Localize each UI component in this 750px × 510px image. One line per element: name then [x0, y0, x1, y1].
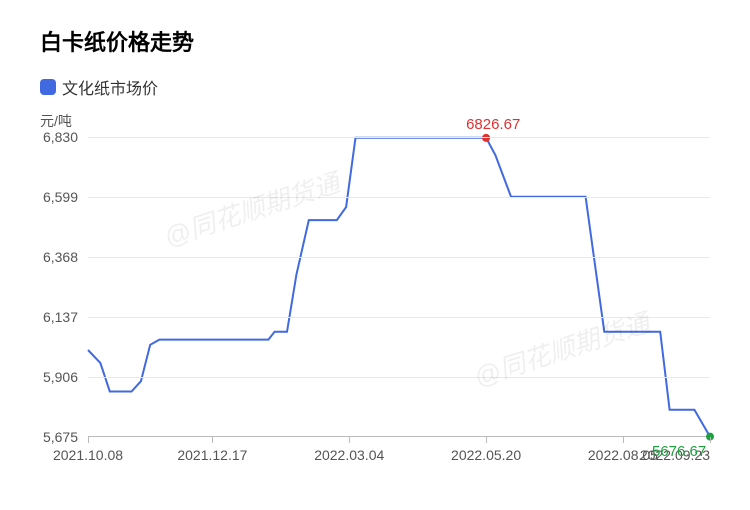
y-tick-label: 5,906 [43, 369, 88, 385]
y-tick-label: 6,137 [43, 309, 88, 325]
x-tick-label: 2022.03.04 [314, 437, 384, 463]
y-axis-unit: 元/吨 [40, 111, 730, 131]
annotation-label: 6826.67 [466, 116, 520, 133]
grid-line [88, 317, 710, 318]
grid-line [88, 137, 710, 138]
x-tick-label: 2021.10.08 [53, 437, 123, 463]
grid-line [88, 377, 710, 378]
grid-line [88, 197, 710, 198]
legend-label: 文化纸市场价 [62, 75, 158, 99]
price-line [88, 138, 710, 437]
legend: 文化纸市场价 [40, 75, 730, 99]
annotation-label: 5676.67 [652, 443, 706, 460]
x-tick-label: 2022.05.20 [451, 437, 521, 463]
chart-title: 白卡纸价格走势 [40, 25, 730, 57]
y-tick-label: 6,368 [43, 249, 88, 265]
x-tick-mark [710, 437, 711, 443]
line-svg [88, 137, 710, 437]
plot-area: 5,6755,9066,1376,3686,5996,8302021.10.08… [88, 137, 710, 437]
y-tick-label: 6,830 [43, 129, 88, 145]
y-tick-label: 6,599 [43, 189, 88, 205]
chart-container: 白卡纸价格走势 文化纸市场价 元/吨 5,6755,9066,1376,3686… [0, 0, 750, 510]
legend-marker [40, 79, 56, 95]
grid-line [88, 257, 710, 258]
x-tick-label: 2021.12.17 [177, 437, 247, 463]
